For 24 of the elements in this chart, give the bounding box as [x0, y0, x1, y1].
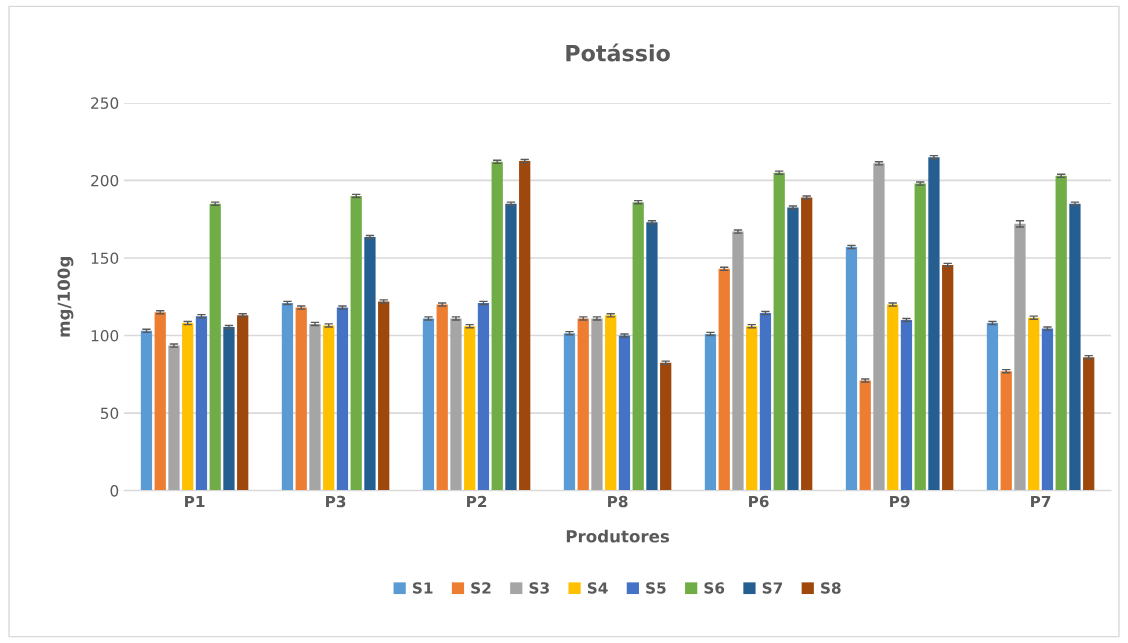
chart-title: Potássio — [566, 43, 670, 62]
legend-label: S4 — [587, 582, 608, 594]
legend-label: S7 — [762, 582, 783, 594]
y-tick-label: 0 — [110, 485, 119, 497]
y-tick-label: 100 — [91, 329, 119, 342]
x-tick-label: P1 — [185, 495, 205, 508]
legend-label: S6 — [704, 582, 725, 594]
x-tick-label: P3 — [326, 495, 346, 508]
legend-label: S8 — [821, 582, 841, 594]
legend-label: S1 — [412, 582, 433, 594]
y-tick-label: 150 — [91, 252, 119, 264]
legend-label: S5 — [646, 582, 666, 594]
y-tick-label: 200 — [91, 174, 119, 187]
x-tick-label: P8 — [608, 495, 628, 508]
x-tick-label: P9 — [890, 495, 910, 508]
y-axis-title: mg/100g — [57, 257, 74, 337]
legend-label: S2 — [471, 582, 491, 594]
x-tick-label: P7 — [1031, 495, 1051, 508]
x-tick-label: P6 — [749, 495, 769, 508]
y-tick-label: 250 — [91, 97, 119, 109]
y-tick-label: 50 — [100, 407, 119, 420]
legend-label: S3 — [529, 582, 549, 594]
x-tick-label: P2 — [467, 495, 487, 508]
x-axis-title: Produtores — [566, 529, 670, 543]
